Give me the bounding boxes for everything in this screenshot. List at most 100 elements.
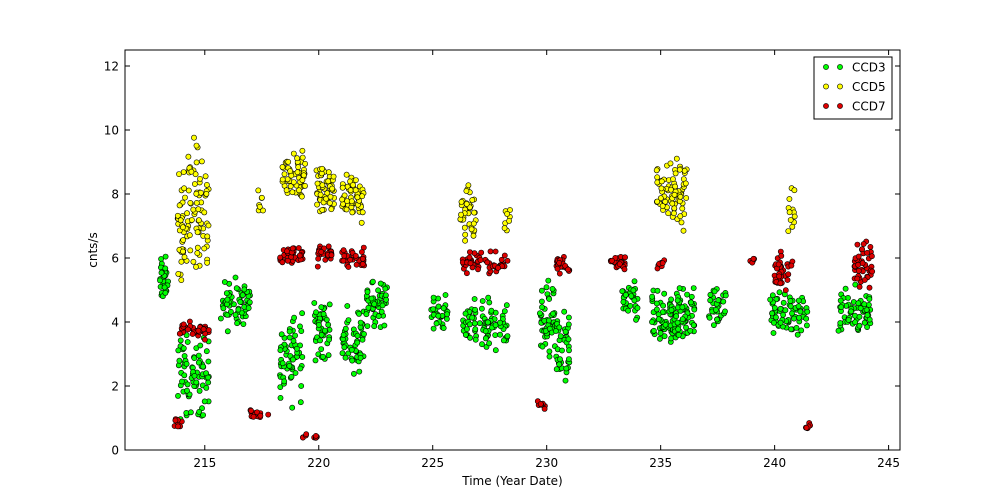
legend: CCD3 CCD5 CCD7 bbox=[813, 56, 893, 120]
data-point bbox=[444, 311, 450, 318]
data-point bbox=[175, 392, 181, 399]
data-point bbox=[501, 225, 508, 231]
data-point bbox=[556, 259, 563, 266]
data-point bbox=[546, 317, 552, 324]
data-point bbox=[191, 134, 197, 141]
data-point bbox=[622, 254, 628, 261]
data-point bbox=[562, 328, 569, 335]
data-point bbox=[485, 294, 492, 301]
data-point bbox=[565, 336, 572, 343]
data-point bbox=[628, 293, 635, 299]
plot-frame bbox=[124, 49, 901, 451]
data-point bbox=[782, 287, 789, 294]
data-point bbox=[298, 193, 305, 200]
data-point bbox=[651, 327, 657, 334]
data-point bbox=[430, 294, 437, 301]
points-layer bbox=[157, 134, 876, 441]
y-tick-label: 2 bbox=[111, 380, 119, 394]
data-point bbox=[769, 292, 776, 299]
data-point bbox=[300, 172, 307, 179]
data-point bbox=[435, 312, 442, 319]
data-point bbox=[550, 310, 556, 317]
data-point bbox=[430, 306, 437, 312]
data-point bbox=[205, 358, 212, 365]
data-point bbox=[467, 260, 474, 267]
data-point bbox=[462, 237, 468, 244]
data-point bbox=[285, 158, 292, 165]
data-point bbox=[482, 335, 489, 342]
data-point bbox=[162, 289, 169, 296]
data-point bbox=[654, 198, 661, 205]
data-point bbox=[684, 291, 690, 298]
data-point bbox=[497, 331, 503, 338]
data-point bbox=[537, 310, 543, 317]
data-point bbox=[479, 341, 485, 348]
legend-label: CCD5 bbox=[852, 80, 886, 94]
data-point bbox=[856, 313, 863, 320]
data-point bbox=[780, 299, 787, 306]
data-point bbox=[315, 321, 322, 328]
data-point bbox=[690, 322, 697, 329]
data-point bbox=[195, 327, 202, 334]
data-point bbox=[176, 357, 183, 364]
data-point bbox=[345, 264, 352, 270]
data-point bbox=[359, 336, 366, 343]
data-point bbox=[204, 233, 211, 240]
data-point bbox=[339, 196, 345, 203]
data-point bbox=[672, 170, 679, 177]
data-point bbox=[382, 285, 389, 292]
data-point bbox=[677, 213, 684, 220]
data-point bbox=[278, 331, 285, 338]
data-point bbox=[352, 252, 359, 259]
data-point bbox=[556, 361, 563, 368]
data-point bbox=[354, 339, 361, 346]
data-point bbox=[190, 206, 197, 213]
data-point bbox=[196, 387, 203, 394]
data-point bbox=[776, 289, 783, 296]
data-point bbox=[554, 265, 561, 272]
data-point bbox=[290, 337, 297, 344]
data-point bbox=[466, 254, 473, 261]
data-point bbox=[326, 200, 333, 206]
data-point bbox=[498, 256, 505, 263]
x-tick-label: 220 bbox=[307, 456, 330, 470]
data-point bbox=[193, 199, 200, 206]
data-point bbox=[619, 288, 626, 295]
data-point bbox=[683, 324, 689, 331]
data-point bbox=[327, 193, 334, 200]
data-point bbox=[371, 301, 378, 307]
data-point bbox=[224, 328, 231, 335]
data-point bbox=[482, 328, 489, 335]
data-point bbox=[462, 310, 469, 317]
data-point bbox=[371, 323, 378, 330]
data-point bbox=[537, 401, 544, 407]
data-point bbox=[845, 317, 852, 323]
data-point bbox=[856, 322, 863, 329]
data-point bbox=[430, 325, 437, 332]
data-point bbox=[440, 305, 447, 312]
data-point bbox=[239, 292, 246, 299]
data-point bbox=[224, 296, 231, 303]
data-point bbox=[556, 324, 563, 331]
data-point bbox=[713, 306, 719, 313]
data-point bbox=[358, 219, 365, 226]
data-point bbox=[175, 270, 182, 277]
data-point bbox=[848, 308, 854, 315]
data-point bbox=[258, 194, 265, 201]
y-tick-label: 10 bbox=[104, 124, 119, 138]
data-point bbox=[673, 155, 680, 162]
data-point bbox=[837, 320, 844, 326]
data-point bbox=[343, 206, 350, 213]
data-point bbox=[290, 150, 297, 157]
data-point bbox=[343, 171, 350, 178]
data-point bbox=[326, 301, 333, 308]
data-point bbox=[317, 191, 324, 198]
data-point bbox=[786, 196, 793, 202]
data-point bbox=[312, 432, 319, 439]
data-point bbox=[328, 252, 335, 259]
data-point bbox=[314, 263, 321, 270]
data-point bbox=[181, 353, 188, 359]
data-point bbox=[359, 193, 365, 200]
data-point bbox=[864, 249, 870, 256]
data-point bbox=[566, 347, 572, 354]
